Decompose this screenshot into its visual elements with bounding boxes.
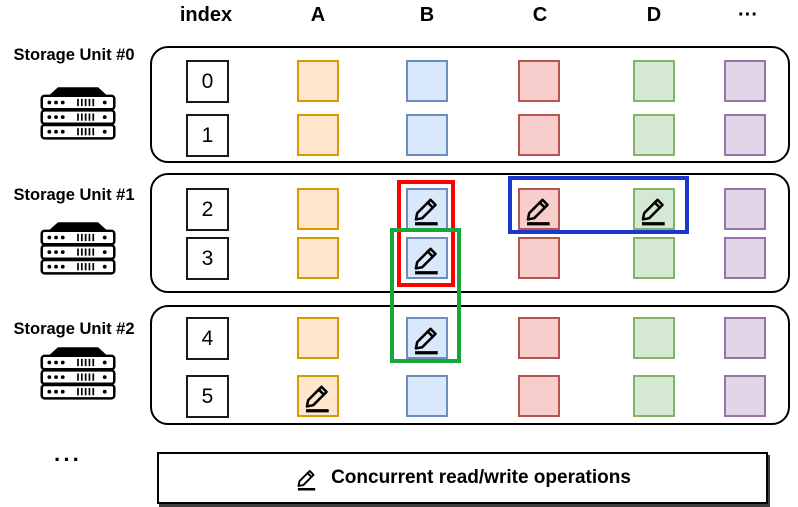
cell-a-3 <box>297 237 339 279</box>
cell-a-1 <box>297 114 339 156</box>
pencil-icon <box>305 385 329 413</box>
column-header-b: B <box>419 4 435 26</box>
cell-b-0 <box>406 60 448 102</box>
column-header-d: D <box>646 4 662 26</box>
cell-d-1 <box>633 114 675 156</box>
column-header-c: C <box>532 4 548 26</box>
cell-etc-0 <box>724 60 766 102</box>
pencil-icon <box>641 198 665 226</box>
cell-a-0 <box>297 60 339 102</box>
cell-etc-5 <box>724 375 766 417</box>
cell-a-5 <box>297 375 339 417</box>
column-header-etc: ··· <box>738 4 758 26</box>
cell-c-3 <box>518 237 560 279</box>
index-box-5: 5 <box>186 375 229 418</box>
cell-a-4 <box>297 317 339 359</box>
cell-b-3 <box>406 237 448 279</box>
storage-unit-2-label: Storage Unit #2 <box>13 320 135 338</box>
column-header-a: A <box>310 4 326 26</box>
storage-unit-1-label: Storage Unit #1 <box>13 186 135 204</box>
pencil-icon <box>414 327 438 355</box>
cell-d-3 <box>633 237 675 279</box>
pencil-icon <box>297 470 316 491</box>
cell-b-5 <box>406 375 448 417</box>
cell-etc-4 <box>724 317 766 359</box>
server-rack-icon <box>36 219 120 277</box>
cell-a-2 <box>297 188 339 230</box>
server-rack-icon <box>36 344 120 402</box>
index-box-1: 1 <box>186 114 229 157</box>
cell-d-4 <box>633 317 675 359</box>
cell-c-4 <box>518 317 560 359</box>
storage-unit-0 <box>150 46 790 163</box>
cell-c-5 <box>518 375 560 417</box>
more-units-ellipsis: ··· <box>54 447 82 472</box>
pencil-icon <box>414 198 438 226</box>
pencil-icon <box>294 465 320 491</box>
cell-etc-1 <box>724 114 766 156</box>
cell-etc-3 <box>724 237 766 279</box>
cell-b-2 <box>406 188 448 230</box>
legend-box: Concurrent read/write operations <box>157 452 768 504</box>
index-box-2: 2 <box>186 188 229 231</box>
storage-unit-1 <box>150 173 790 293</box>
cell-d-2 <box>633 188 675 230</box>
storage-unit-2 <box>150 305 790 425</box>
cell-d-0 <box>633 60 675 102</box>
pencil-icon <box>414 247 438 275</box>
index-box-0: 0 <box>186 60 229 103</box>
cell-c-1 <box>518 114 560 156</box>
column-header-index: index <box>179 4 233 26</box>
index-box-4: 4 <box>186 317 229 360</box>
server-rack-icon <box>36 84 120 142</box>
cell-d-5 <box>633 375 675 417</box>
storage-unit-0-label: Storage Unit #0 <box>13 46 135 64</box>
cell-c-0 <box>518 60 560 102</box>
cell-b-4 <box>406 317 448 359</box>
cell-etc-2 <box>724 188 766 230</box>
index-box-3: 3 <box>186 237 229 280</box>
pencil-icon <box>526 198 550 226</box>
legend-label: Concurrent read/write operations <box>331 467 631 488</box>
cell-b-1 <box>406 114 448 156</box>
cell-c-2 <box>518 188 560 230</box>
